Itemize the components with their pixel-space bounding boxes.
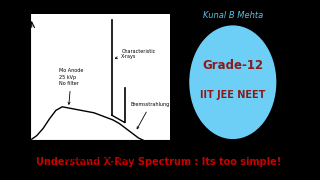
Text: Kunal B Mehta: Kunal B Mehta — [203, 11, 263, 20]
Text: Grade-12: Grade-12 — [202, 59, 263, 72]
X-axis label: Photon Energy (keV): Photon Energy (keV) — [65, 157, 136, 163]
Text: Characteristic
X-rays: Characteristic X-rays — [116, 49, 156, 59]
Text: IIT JEE NEET: IIT JEE NEET — [200, 90, 266, 100]
Y-axis label: Number
of X-rays: Number of X-rays — [16, 62, 29, 93]
Circle shape — [190, 26, 276, 138]
Text: Understand X-Ray Spectrum : Its too simple!: Understand X-Ray Spectrum : Its too simp… — [36, 157, 281, 167]
Text: Mo Anode
25 kVp
No filter: Mo Anode 25 kVp No filter — [59, 68, 84, 104]
Text: Bremsstrahlung: Bremsstrahlung — [131, 102, 170, 129]
